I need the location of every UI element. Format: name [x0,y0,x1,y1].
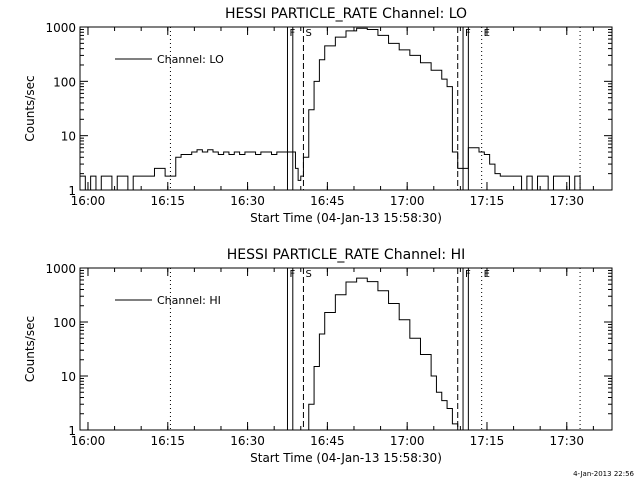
x-tick-label: 17:00 [390,434,425,448]
y-tick-label: 10 [61,370,76,384]
legend-label: Channel: LO [157,53,224,66]
x-tick-label: 17:00 [390,194,425,208]
series-line-hi [306,277,459,431]
x-tick-label: 17:15 [470,194,505,208]
plot-frame [79,26,613,191]
event-marker-label: E [484,269,490,280]
event-marker-label: S [305,28,311,39]
chart-title: HESSI PARTICLE_RATE Channel: HI [227,247,465,263]
footer-timestamp: 4-Jan-2013 22:56 [573,470,634,478]
plot-frame [79,267,613,431]
x-tick-label: 16:30 [230,194,265,208]
series-line-lo [80,27,581,191]
x-tick-label: 16:15 [150,194,185,208]
event-marker-label: S [305,269,311,280]
y-tick-label: 1000 [45,21,76,35]
y-tick-label: 100 [53,316,76,330]
x-tick-label: 17:30 [549,194,584,208]
x-tick-label: 17:30 [549,434,584,448]
chart-title: HESSI PARTICLE_RATE Channel: LO [225,6,467,22]
x-tick-label: 16:30 [230,434,265,448]
y-tick-label: 1 [68,424,76,438]
y-tick-label: 10 [61,130,76,144]
x-tick-label: 16:45 [310,194,345,208]
y-tick-label: 100 [53,75,76,89]
x-axis-label: Start Time (04-Jan-13 15:58:30) [250,451,442,465]
y-axis-label: Counts/sec [23,316,37,382]
y-axis-label: Counts/sec [23,75,37,141]
x-tick-label: 16:15 [150,434,185,448]
x-tick-label: 16:45 [310,434,345,448]
event-marker-label: E [484,28,490,39]
y-tick-label: 1000 [45,262,76,276]
x-tick-label: 17:15 [470,434,505,448]
x-axis-label: Start Time (04-Jan-13 15:58:30) [250,211,442,225]
legend-label: Channel: HI [157,294,221,307]
y-tick-label: 1 [68,184,76,198]
x-tick-label: 16:00 [71,194,106,208]
x-tick-label: 16:00 [71,434,106,448]
